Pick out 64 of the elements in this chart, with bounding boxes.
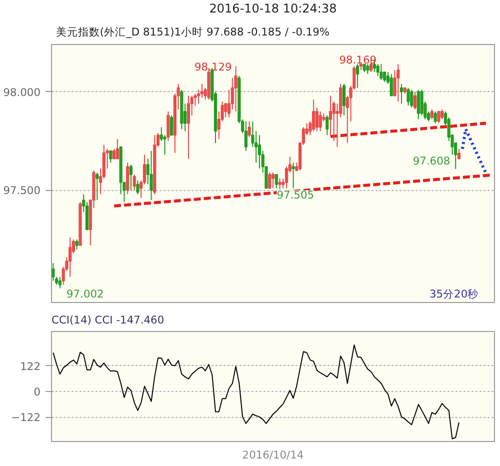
candlestick [356, 64, 360, 88]
candlestick [268, 172, 272, 189]
annotation: 98.169 [339, 54, 377, 66]
annotation: 97.505 [276, 188, 314, 202]
candlestick [274, 174, 278, 189]
y-tick-label: 97.500 [3, 184, 41, 198]
candlestick [318, 110, 322, 132]
candlestick [312, 99, 316, 132]
candlestick [150, 150, 153, 201]
candlestick [437, 110, 440, 124]
candlestick [136, 180, 140, 195]
chart-subtitle: 美元指数(外汇_D 8151)1小时 97.688 -0.185 / -0.19% [56, 26, 330, 38]
candlestick [132, 174, 136, 191]
candlestick [126, 162, 130, 195]
candlestick [234, 66, 238, 112]
candlestick [396, 64, 400, 102]
candlestick [163, 134, 166, 156]
candlestick [271, 172, 275, 189]
candlestick [166, 110, 170, 142]
y-tick-label: −122 [11, 411, 41, 424]
candlestick [416, 89, 420, 120]
candlestick [315, 107, 319, 132]
candlestick [109, 150, 112, 164]
candlestick [326, 114, 329, 136]
candlestick [457, 148, 461, 160]
candlestick [58, 276, 62, 289]
candlestick [342, 83, 346, 116]
candlestick [366, 64, 370, 75]
candlestick [258, 134, 262, 170]
candlestick [376, 64, 380, 77]
candlestick [440, 108, 444, 120]
candlestick [170, 114, 174, 136]
candlestick [112, 148, 116, 160]
candlestick [410, 89, 414, 108]
y-tick-label: 98.000 [3, 86, 41, 99]
candlestick [413, 91, 417, 110]
candlestick [406, 87, 410, 106]
candlestick [390, 74, 393, 96]
candlestick [380, 64, 383, 80]
candlestick [434, 110, 437, 124]
chart-title: 2016-10-18 10:24:38 [209, 2, 337, 16]
candlestick [292, 162, 295, 189]
candlestick [75, 238, 78, 250]
annotation: 98.129 [194, 60, 232, 74]
annotation: 97.002 [66, 288, 104, 300]
candlestick [400, 83, 404, 104]
candlestick [186, 95, 190, 160]
candlestick [430, 108, 434, 120]
candlestick [68, 237, 72, 278]
line-series [52, 344, 460, 440]
candlestick [116, 138, 119, 160]
candlestick [244, 120, 248, 152]
annotation: 35分20秒 [430, 288, 479, 300]
candlestick [420, 89, 424, 116]
candlestick [96, 172, 99, 201]
candlestick [224, 103, 228, 118]
candlestick [278, 178, 282, 190]
y-tick-label: 0 [34, 386, 41, 399]
chart-title: CCI(14) CCI -147.460 [52, 314, 164, 326]
candlestick [129, 164, 133, 191]
y-tick-label: 122 [20, 360, 41, 373]
annotation: 97.608 [412, 154, 450, 168]
text: 2016/10/14 [242, 448, 304, 462]
candlestick [248, 120, 251, 138]
